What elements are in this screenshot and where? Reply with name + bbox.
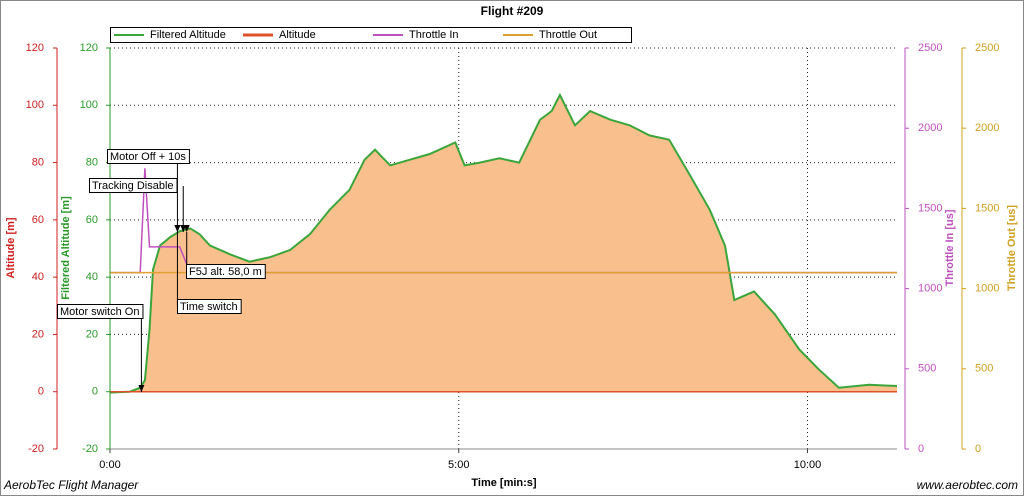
tick-label: 20	[86, 328, 98, 340]
tick-label: 1000	[975, 283, 999, 295]
legend-label: Throttle In	[409, 29, 459, 41]
chart-title: Flight #209	[481, 4, 544, 18]
annotation-label: F5J alt. 58,0 m	[189, 266, 262, 278]
tick-label: 1500	[918, 202, 942, 214]
tick-label: -20	[28, 443, 44, 455]
tick-label: 40	[86, 271, 98, 283]
annotation-label: Tracking Disable	[92, 180, 174, 192]
legend-label: Filtered Altitude	[150, 29, 226, 41]
tick-label: 2500	[975, 42, 999, 54]
tick-label: 1000	[918, 283, 942, 295]
tick-label: 60	[86, 214, 98, 226]
x-axis-label: Time [min:s]	[471, 477, 537, 489]
tick-label: 20	[32, 328, 44, 340]
tick-label: 1500	[975, 202, 999, 214]
legend-label: Altitude	[279, 29, 316, 41]
tick-label: 0	[918, 443, 924, 455]
x-tick-label: 5:00	[448, 459, 469, 471]
tick-label: 80	[32, 156, 44, 168]
annotation-box	[57, 304, 144, 319]
tick-label: 120	[80, 42, 98, 54]
y-axis-label-filtered: Filtered Altitude [m]	[60, 196, 72, 300]
tick-label: 500	[975, 363, 993, 375]
tick-label: 500	[918, 363, 936, 375]
tick-label: 2500	[918, 42, 942, 54]
tick-label: -20	[82, 443, 98, 455]
legend-label: Throttle Out	[539, 29, 597, 41]
annotation-arrow	[138, 385, 145, 392]
annotation-label: Time switch	[180, 301, 238, 313]
y-axis-label: Altitude [m]	[5, 217, 17, 278]
annotation: F5J alt. 58,0 m	[183, 225, 266, 279]
annotation-box	[107, 149, 190, 164]
tick-label: 2000	[975, 122, 999, 134]
annotation: Motor switch On	[57, 304, 145, 392]
annotation-box	[89, 178, 178, 193]
y3-axis-label: Throttle Out [us]	[1006, 205, 1018, 291]
annotation-box	[177, 299, 242, 314]
annotation: Motor Off + 10s	[107, 149, 190, 232]
y2-axis-label: Throttle In [us]	[944, 209, 956, 286]
annotation: Tracking Disable	[89, 178, 187, 232]
series-line	[109, 92, 898, 394]
tick-label: 40	[32, 271, 44, 283]
annotation: Time switch	[174, 225, 242, 314]
tick-label: 120	[26, 42, 44, 54]
footer-left: AerobTec Flight Manager	[3, 478, 139, 492]
tick-label: 80	[86, 156, 98, 168]
x-tick-label: 10:00	[794, 459, 822, 471]
x-tick-label: 0:00	[99, 459, 120, 471]
annotation-box	[186, 264, 266, 279]
annotation-label: Motor Off + 10s	[110, 151, 186, 163]
tick-label: 0	[38, 386, 44, 398]
tick-label: 2000	[918, 122, 942, 134]
area	[110, 95, 897, 393]
tick-label: 100	[80, 99, 98, 111]
footer-right: www.aerobtec.com	[917, 478, 1018, 492]
tick-label: 0	[92, 386, 98, 398]
tick-label: 0	[975, 443, 981, 455]
legend-box	[110, 27, 632, 43]
annotation-arrow	[174, 225, 181, 232]
tick-label: 60	[32, 214, 44, 226]
annotation-label: Motor switch On	[60, 306, 139, 318]
tick-label: 100	[26, 99, 44, 111]
annotation-arrow	[183, 225, 190, 232]
